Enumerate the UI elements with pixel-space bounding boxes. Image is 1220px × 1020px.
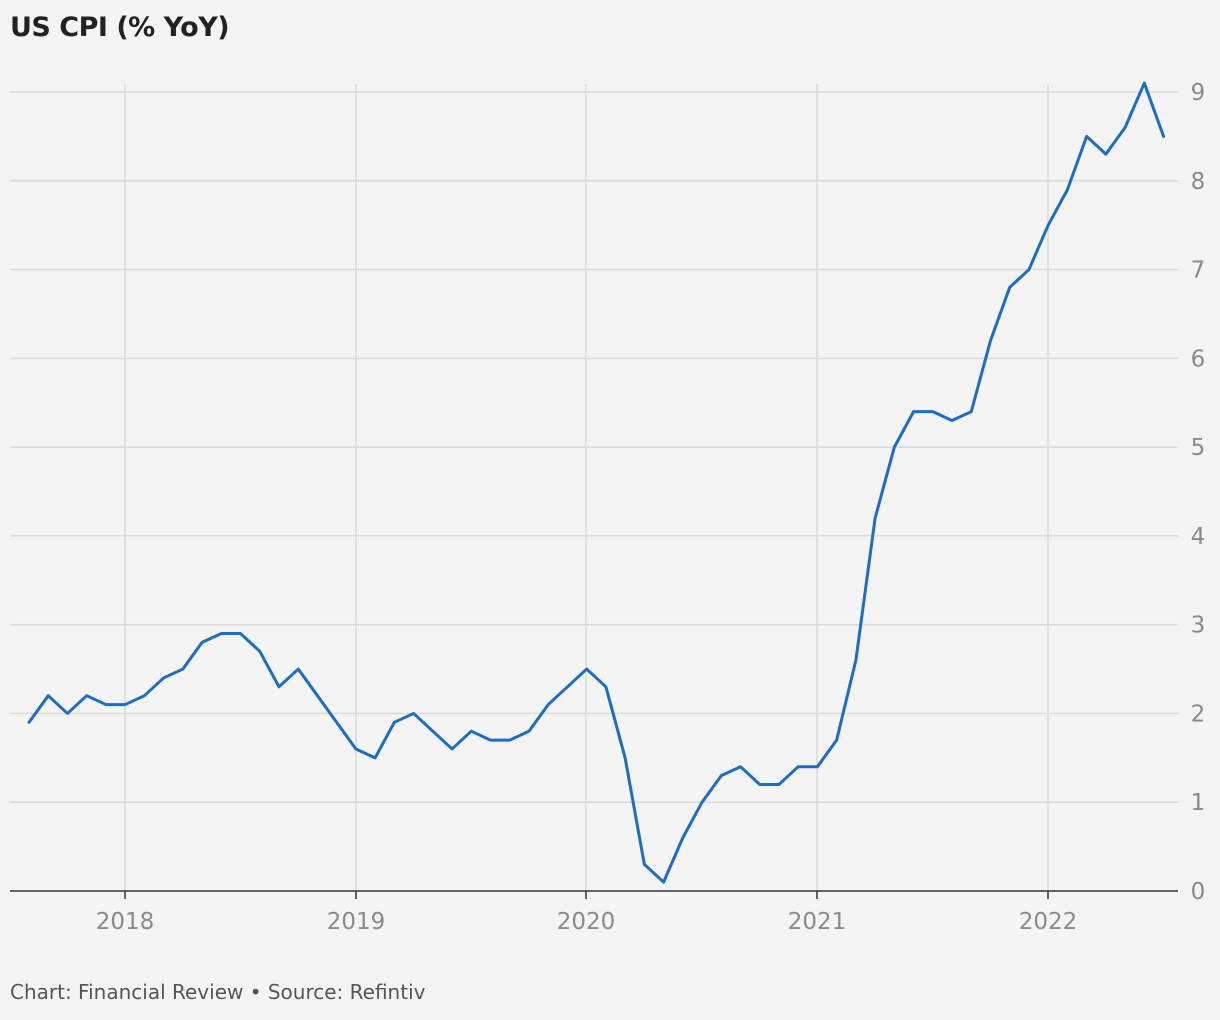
y-tick-label-2: 2 [1191,701,1206,727]
x-tick-label-2022: 2022 [1019,909,1078,935]
y-tick-label-4: 4 [1191,524,1206,550]
axes [10,890,1178,899]
chart-title: US CPI (% YoY) [10,12,230,43]
y-tick-label-9: 9 [1191,80,1206,106]
x-tick-label-2020: 2020 [557,909,616,935]
tick-labels: 0 1 2 3 4 5 6 7 8 9 2018 2019 2020 2021 2022 [96,80,1206,935]
y-tick-label-3: 3 [1191,613,1206,639]
y-tick-label-1: 1 [1191,790,1206,816]
y-tick-label-8: 8 [1191,169,1206,195]
y-tick-label-6: 6 [1191,346,1206,372]
y-tick-label-0: 0 [1191,879,1206,905]
y-tick-label-5: 5 [1191,435,1206,461]
x-tick-label-2019: 2019 [327,909,386,935]
grid-lines [10,84,1178,891]
series-layer [27,81,1166,884]
y-tick-label-7: 7 [1191,258,1206,284]
chart-source-footer: Chart: Financial Review • Source: Refint… [10,980,426,1004]
x-tick-label-2018: 2018 [96,909,155,935]
cpi-series-line-0 [27,81,1166,884]
x-tick-label-2021: 2021 [788,909,847,935]
